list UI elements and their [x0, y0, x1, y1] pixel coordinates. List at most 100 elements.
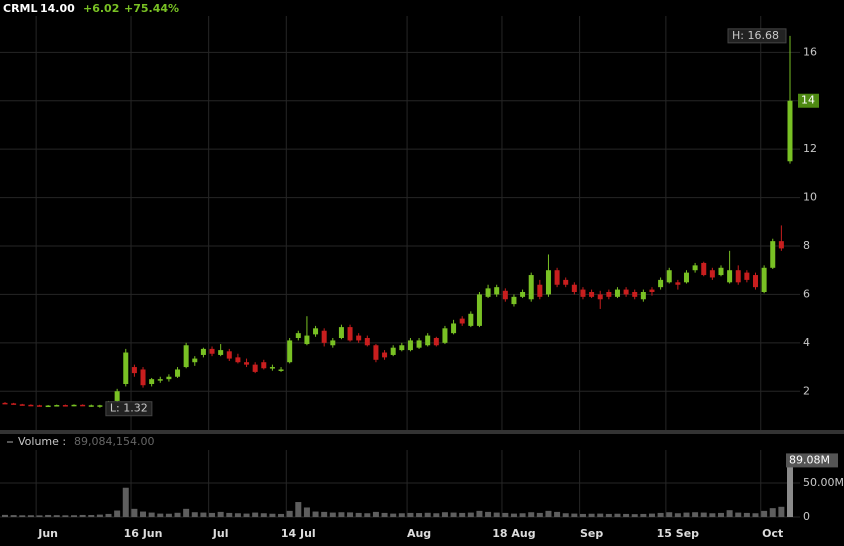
x-tick-label: Aug [407, 527, 431, 540]
candle-body [321, 330, 327, 343]
volume-bar [390, 513, 397, 517]
candle-body [658, 279, 664, 288]
volume-bar [381, 512, 388, 517]
volume-bar [743, 512, 750, 517]
volume-bar [252, 512, 259, 517]
volume-bar [140, 511, 147, 517]
volume-bar [278, 513, 285, 517]
volume-bar [467, 512, 474, 517]
candle-body [114, 391, 120, 401]
candle-body [37, 405, 43, 407]
candle-body [252, 364, 258, 372]
volume-bar [398, 513, 405, 517]
volume-bar [148, 512, 155, 517]
candle-body [131, 367, 137, 374]
volume-bar [459, 512, 466, 517]
candle-body [62, 405, 68, 407]
volume-bar [312, 511, 319, 517]
change: +6.02 [83, 2, 119, 15]
change-percent: +75.44% [124, 2, 179, 15]
candle-body [494, 287, 500, 295]
candle-body [149, 379, 155, 384]
candle-body [390, 347, 396, 355]
volume-bar [157, 513, 164, 517]
volume-bar [364, 513, 371, 517]
volume-bar [631, 514, 638, 517]
candle-body [278, 369, 284, 371]
last-price: 14.00 [40, 2, 75, 15]
candle-body [123, 352, 129, 384]
volume-bar [666, 512, 673, 517]
low-label: L: 1.32 [110, 402, 148, 415]
volume-bar [200, 512, 207, 517]
candle-body [71, 404, 77, 407]
x-tick-label: 15 Sep [657, 527, 700, 540]
candle-body [718, 267, 724, 276]
candle-body [97, 405, 103, 407]
candle-body [554, 270, 560, 285]
candle-body [416, 340, 422, 348]
y-tick-label: 6 [803, 287, 810, 300]
candle-body [140, 369, 146, 386]
volume-bar [62, 515, 69, 517]
volume-bar [243, 513, 250, 517]
volume-tick-label: 0 [803, 510, 810, 523]
x-tick-label: 18 Aug [492, 527, 535, 540]
candle-body [235, 357, 241, 363]
volume-bar [493, 512, 500, 517]
candle-body [244, 362, 250, 365]
volume-bar [226, 512, 233, 517]
volume-bar [10, 515, 17, 517]
candle-body [571, 284, 577, 292]
volume-header-value: 89,084,154.00 [74, 435, 154, 448]
volume-bar [209, 512, 216, 517]
volume-bar [416, 513, 423, 517]
candle-body [623, 289, 629, 295]
candle-body [382, 352, 388, 358]
candle-body [183, 345, 189, 368]
volume-bar [53, 515, 60, 517]
candle-body [54, 405, 60, 407]
volume-bar [614, 513, 621, 517]
volume-bar [234, 513, 241, 517]
candle-body [226, 351, 232, 359]
volume-bar [778, 506, 785, 517]
volume-bar [510, 513, 517, 517]
candle-body [45, 405, 51, 408]
volume-bar [588, 513, 595, 517]
volume-bar [683, 512, 690, 517]
candle-body [2, 402, 8, 405]
candle-body [425, 335, 431, 346]
candle-body [545, 270, 551, 295]
volume-bar [36, 515, 43, 517]
x-tick-label: Jun [37, 527, 58, 540]
candle-body [597, 294, 603, 300]
candle-body [88, 405, 94, 407]
volume-bar [674, 513, 681, 517]
candle-body [364, 338, 370, 346]
volume-bar [476, 510, 483, 517]
candle-body [701, 262, 707, 276]
volume-bar [536, 512, 543, 517]
candle-body [563, 279, 569, 285]
candle-body [218, 350, 224, 355]
candle-body [606, 292, 612, 297]
candle-body [537, 284, 543, 297]
volume-tick-label: 50.00M [803, 476, 844, 489]
x-tick-label: 16 Jun [124, 527, 163, 540]
candle-body [468, 313, 474, 326]
volume-bar [131, 508, 138, 517]
candle-body [192, 358, 198, 363]
volume-bar [450, 512, 457, 517]
volume-bar [27, 515, 34, 517]
volume-bar [321, 511, 328, 517]
volume-bar [329, 512, 336, 517]
candle-body [304, 335, 310, 345]
volume-bar [787, 456, 793, 517]
candle-body [338, 327, 344, 338]
y-tick-label: 8 [803, 239, 810, 252]
candle-body [580, 289, 586, 297]
candle-body [640, 292, 646, 300]
volume-bar [96, 514, 103, 517]
